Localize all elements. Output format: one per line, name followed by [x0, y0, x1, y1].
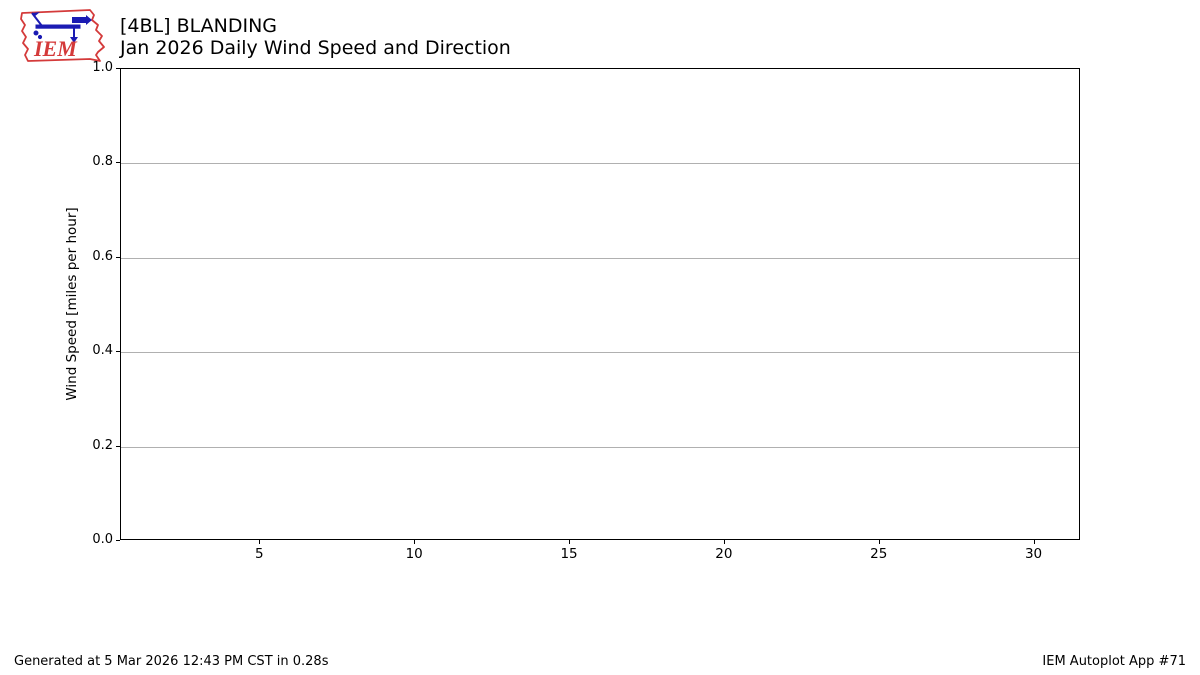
y-tick-label: 0.6 [92, 248, 113, 264]
y-tick-label: 0.2 [92, 437, 113, 453]
y-tick-label: 0.8 [92, 154, 113, 170]
y-tick-mark [116, 351, 120, 353]
y-axis-label: Wind Speed [miles per hour] [64, 207, 80, 401]
y-tick-mark [116, 540, 120, 541]
y-tick-mark [116, 256, 120, 258]
x-tick-label: 30 [1024, 546, 1043, 562]
chart-subtitle: Jan 2026 Daily Wind Speed and Direction [120, 37, 511, 59]
iowa-state-windvane-icon: IEM [20, 9, 105, 62]
x-tick-mark [878, 540, 880, 544]
iem-logo-text: IEM [33, 36, 78, 61]
iowa-outline [20, 9, 105, 62]
gridline [121, 257, 1079, 259]
y-tick-label: 1.0 [92, 60, 113, 75]
app-credit: IEM Autoplot App #71 [1042, 654, 1186, 669]
y-tick-mark [116, 68, 120, 69]
gridline [121, 352, 1079, 354]
plot-area [120, 68, 1080, 540]
iem-logo: IEM [12, 3, 108, 67]
x-tick-label: 10 [405, 546, 423, 562]
x-tick-label: 25 [870, 546, 888, 562]
x-tick-label: 5 [255, 546, 264, 562]
chart-titles: [4BL] BLANDING Jan 2026 Daily Wind Speed… [120, 15, 511, 59]
x-tick-mark [259, 540, 261, 544]
x-tick-mark [723, 540, 725, 544]
x-tick-label: 20 [715, 546, 733, 562]
y-tick-mark [116, 162, 120, 164]
y-tick-label: 0.0 [92, 532, 113, 547]
generated-timestamp: Generated at 5 Mar 2026 12:43 PM CST in … [14, 654, 329, 669]
x-tick-label: 15 [560, 546, 578, 562]
windvane-glyph [31, 12, 92, 43]
x-tick-mark [1033, 540, 1035, 544]
gridline [121, 446, 1079, 448]
y-tick-mark [116, 445, 120, 447]
chart-title: [4BL] BLANDING [120, 15, 278, 37]
y-tick-label: 0.4 [92, 343, 113, 359]
x-tick-mark [569, 540, 571, 544]
x-tick-mark [414, 540, 416, 544]
gridline [121, 163, 1079, 165]
